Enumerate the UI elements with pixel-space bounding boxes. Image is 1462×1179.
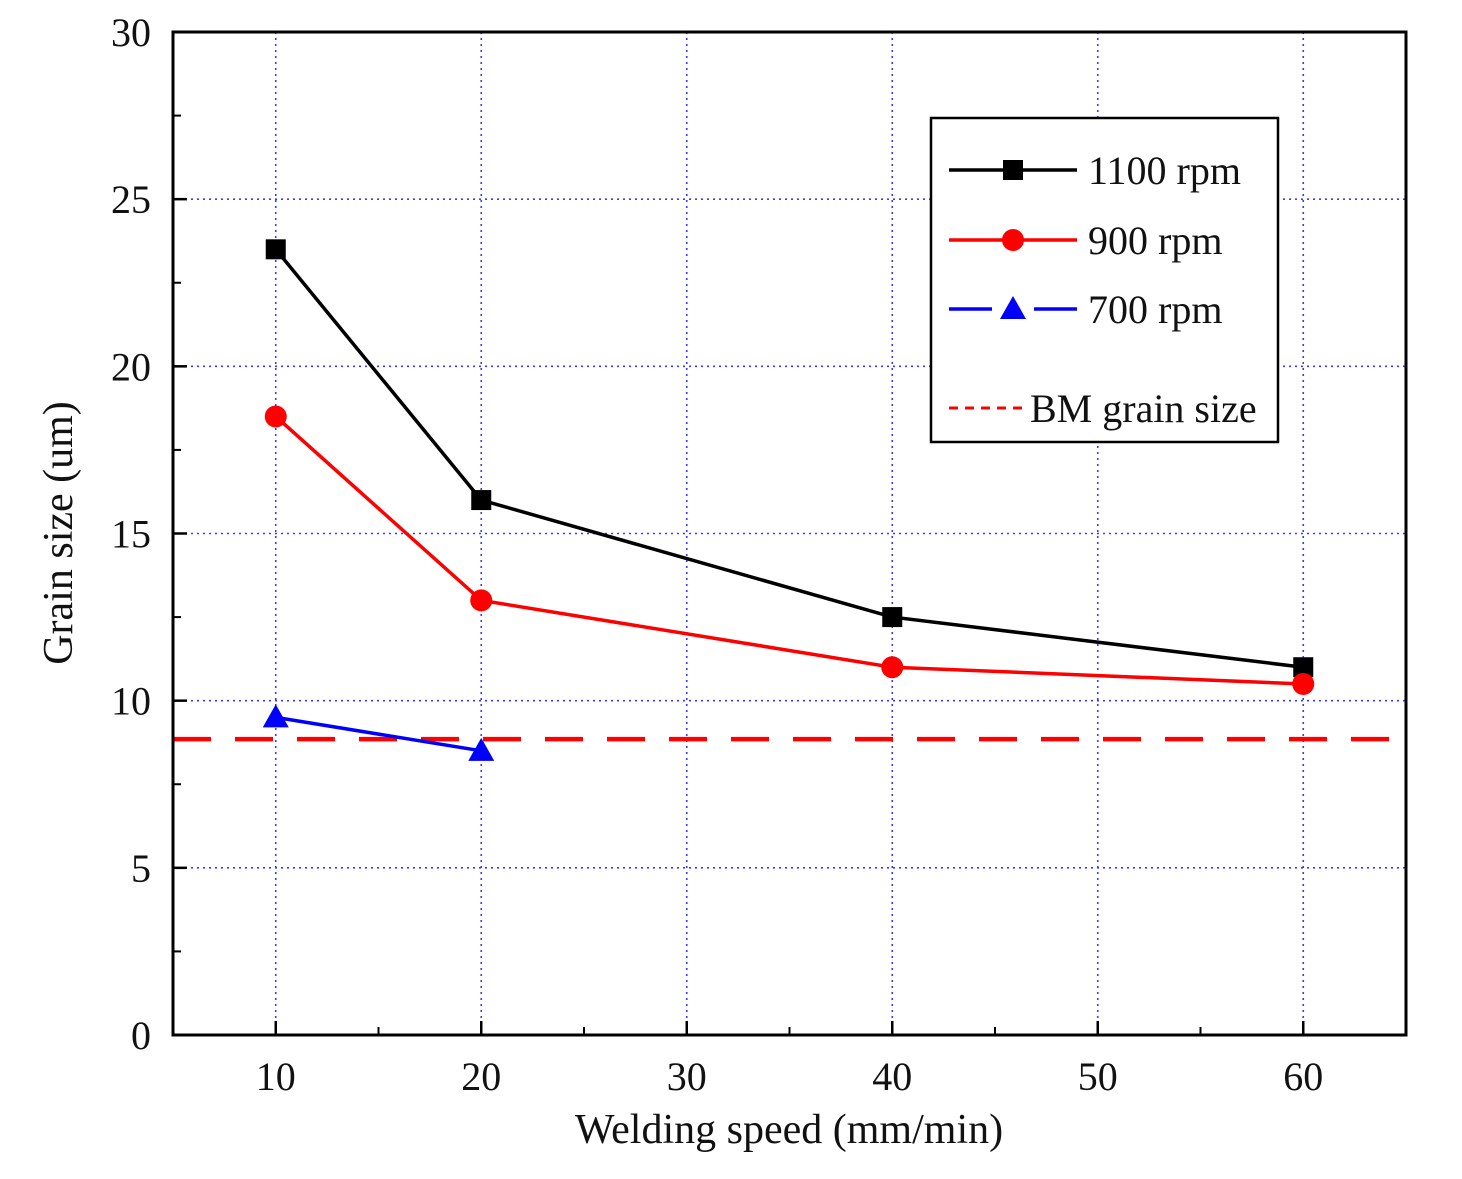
data-point-1-1 [470,589,493,612]
y-tick-label-5: 5 [131,846,151,891]
data-point-1-0 [264,405,287,428]
data-point-0-1 [471,490,492,511]
x-tick-label-40: 40 [872,1054,912,1099]
y-tick-label-10: 10 [111,679,151,724]
axis-ticks [173,30,1305,1037]
legend-marker-1 [1002,229,1024,251]
x-tick-label-20: 20 [461,1054,501,1099]
legend-label-1: 900 rpm [1088,218,1222,263]
y-tick-label-0: 0 [131,1013,151,1058]
x-tick-label-30: 30 [667,1054,707,1099]
legend-box [929,116,1280,444]
legend-label-ref: BM grain size [1030,386,1257,431]
series-line-1 [274,415,1304,686]
data-point-1-3 [1292,672,1315,695]
y-tick-label-15: 15 [111,512,151,557]
legend-label-2: 700 rpm [1088,287,1222,332]
data-point-2-0 [262,704,289,728]
y-tick-label-25: 25 [111,177,151,222]
data-point-0-0 [265,239,286,260]
x-tick-label-60: 60 [1283,1054,1323,1099]
x-axis-title: Welding speed (mm/min) [575,1107,1003,1153]
legend-marker-0 [1003,160,1023,180]
series-line-0 [274,248,1304,669]
x-tick-labels: 10 20 30 40 50 60 [256,1054,1324,1099]
y-tick-label-30: 30 [111,10,151,55]
data-point-0-3 [1293,657,1314,678]
data-point-2-1 [468,737,495,761]
x-tick-label-50: 50 [1078,1054,1118,1099]
y-tick-labels: 0 5 10 15 20 25 30 [111,10,151,1058]
legend-marker-2 [1000,296,1026,319]
data-point-0-2 [882,607,903,628]
x-tick-label-10: 10 [256,1054,296,1099]
legend: 1100 rpm 900 rpm 700 rpm BM grain size [929,116,1280,444]
series-line-2 [275,715,482,753]
y-tick-label-20: 20 [111,344,151,389]
y-axis-title: Grain size (um) [36,401,82,665]
series-lines [262,239,1315,761]
data-point-1-2 [881,656,904,679]
legend-label-0: 1100 rpm [1088,148,1241,193]
